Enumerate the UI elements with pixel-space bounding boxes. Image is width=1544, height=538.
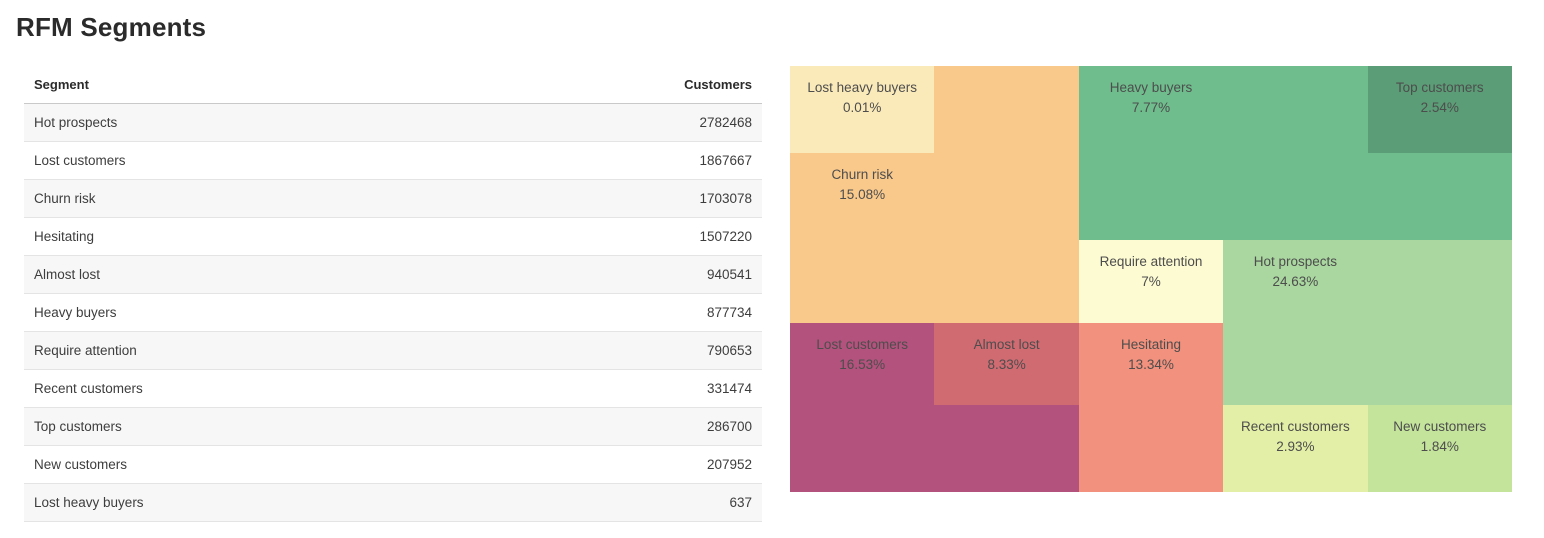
treemap-cell-top-customers[interactable]: Top customers 2.54% xyxy=(1367,66,1512,153)
treemap-cell-label: Hot prospects xyxy=(1253,254,1338,269)
treemap-cell-hot-prospects[interactable]: Hot prospects 24.63% xyxy=(1223,240,1368,405)
treemap-cell-label: Hesitating xyxy=(1120,337,1182,352)
customers-value-cell: 1507220 xyxy=(463,217,762,256)
table-row: Lost customers 1867667 xyxy=(24,141,762,180)
treemap-cell-heavy-buyers-fill-2[interactable] xyxy=(1367,153,1512,240)
table-row: Hesitating 1507220 xyxy=(24,217,762,256)
segment-name-cell: Recent customers xyxy=(24,369,464,408)
treemap-cell-pct: 15.08% xyxy=(839,187,886,202)
treemap-cell-hot-prospects-fill[interactable] xyxy=(1367,240,1512,405)
column-header-customers: Customers xyxy=(463,66,762,104)
customers-value-cell: 637 xyxy=(463,483,762,522)
treemap-cell-pct: 7.77% xyxy=(1131,100,1171,115)
customers-value-cell: 286700 xyxy=(463,407,762,446)
column-header-segment: Segment xyxy=(24,66,464,104)
segments-table-body: Hot prospects 2782468 Lost customers 186766… xyxy=(24,103,762,522)
segment-name-cell: Almost lost xyxy=(24,255,464,294)
customers-value-cell: 940541 xyxy=(463,255,762,294)
treemap-cell-label: Lost heavy buyers xyxy=(807,80,917,95)
customers-value-cell: 1867667 xyxy=(463,141,762,180)
table-row: Lost heavy buyers 637 xyxy=(24,483,762,522)
treemap-cell-pct: 16.53% xyxy=(839,357,886,372)
table-header-row: Segment Customers xyxy=(24,66,762,104)
page-title: RFM Segments xyxy=(16,12,207,42)
treemap-cell-label: Churn risk xyxy=(831,167,893,182)
treemap-cell-almost-lost[interactable]: Almost lost 8.33% xyxy=(934,323,1079,405)
treemap-cell-pct: 7% xyxy=(1141,274,1161,289)
treemap-cell-label: Lost customers xyxy=(816,337,908,352)
treemap-cell-new-customers[interactable]: New customers 1.84% xyxy=(1367,405,1512,492)
treemap-cell-require-attention[interactable]: Require attention 7% xyxy=(1078,240,1224,323)
customers-value-cell: 1703078 xyxy=(463,179,762,218)
table-row: Heavy buyers 877734 xyxy=(24,293,762,332)
treemap-cell-recent-customers[interactable]: Recent customers 2.93% xyxy=(1223,405,1368,492)
treemap-cell-label: Heavy buyers xyxy=(1109,80,1193,95)
segment-name-cell: Require attention xyxy=(24,331,464,370)
segment-name-cell: Hesitating xyxy=(24,217,464,256)
treemap-cell-pct: 8.33% xyxy=(987,357,1026,372)
treemap-cell-lost-heavy-buyers[interactable]: Lost heavy buyers 0.01% xyxy=(790,66,935,153)
segment-name-cell: Lost customers xyxy=(24,141,464,180)
customers-value-cell: 331474 xyxy=(463,369,762,408)
customers-value-cell: 790653 xyxy=(463,331,762,370)
segment-name-cell: Hot prospects xyxy=(24,103,464,142)
treemap-cell-pct: 0.01% xyxy=(843,100,882,115)
table-row: Top customers 286700 xyxy=(24,407,762,446)
segment-name-cell: Heavy buyers xyxy=(24,293,464,332)
treemap-cell-lost-customers-fill[interactable] xyxy=(934,405,1079,492)
table-row: Require attention 790653 xyxy=(24,331,762,370)
treemap-cell-pct: 2.54% xyxy=(1420,100,1459,115)
table-row: Hot prospects 2782468 xyxy=(24,103,762,142)
table-row: New customers 207952 xyxy=(24,445,762,484)
treemap-cell-lost-customers[interactable]: Lost customers 16.53% xyxy=(790,323,935,492)
segment-name-cell: Lost heavy buyers xyxy=(24,483,464,522)
treemap-cell-churn-risk[interactable]: Churn risk 15.08% xyxy=(790,153,935,323)
treemap-cell-pct: 1.84% xyxy=(1420,439,1459,454)
treemap-cell-pct: 13.34% xyxy=(1128,357,1174,372)
treemap-cell-label: Almost lost xyxy=(973,337,1040,352)
treemap-cell-heavy-buyers-fill-1[interactable] xyxy=(1223,66,1368,240)
segment-name-cell: New customers xyxy=(24,445,464,484)
table-row: Recent customers 331474 xyxy=(24,369,762,408)
segment-name-cell: Churn risk xyxy=(24,179,464,218)
treemap-cell-label: New customers xyxy=(1393,419,1487,434)
segment-name-cell: Top customers xyxy=(24,407,464,446)
table-row: Churn risk 1703078 xyxy=(24,179,762,218)
treemap-cell-pct: 24.63% xyxy=(1272,274,1319,289)
treemap-cell-label: Recent customers xyxy=(1240,419,1350,434)
treemap-cell-pct: 2.93% xyxy=(1276,439,1315,454)
treemap-cell-churn-risk-fill[interactable] xyxy=(934,66,1079,323)
page: RFM Segments Segment Customers Hot prosp… xyxy=(16,12,1528,522)
customers-value-cell: 207952 xyxy=(463,445,762,484)
treemap-cell-label: Top customers xyxy=(1395,80,1484,95)
rfm-treemap: Lost heavy buyers 0.01% Churn risk 15.08% He… xyxy=(790,66,1512,492)
customers-value-cell: 2782468 xyxy=(463,103,762,142)
customers-value-cell: 877734 xyxy=(463,293,762,332)
treemap-cell-hesitating[interactable]: Hesitating 13.34% xyxy=(1078,323,1224,492)
treemap-cell-heavy-buyers[interactable]: Heavy buyers 7.77% xyxy=(1078,66,1224,240)
content: Segment Customers Hot prospects 2782468 Lo… xyxy=(16,66,1528,522)
segments-table: Segment Customers Hot prospects 2782468 Lo… xyxy=(24,66,762,522)
table-row: Almost lost 940541 xyxy=(24,255,762,294)
treemap-cell-label: Require attention xyxy=(1099,254,1203,269)
